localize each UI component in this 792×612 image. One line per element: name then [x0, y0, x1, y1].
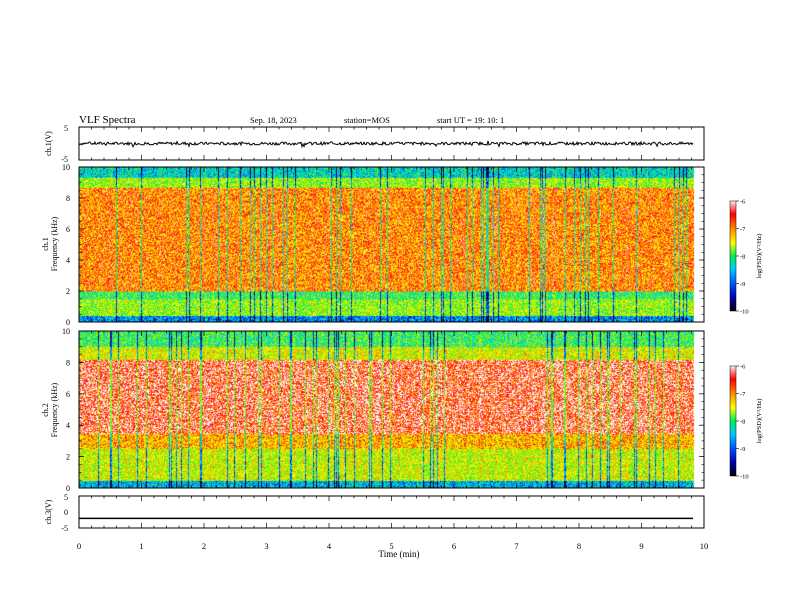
colorbar-tick-label: -8	[740, 254, 745, 261]
ch3-ytick-bottom: -5	[61, 524, 68, 533]
date-label: Sep. 18, 2023	[250, 115, 297, 125]
station-label: station=MOS	[344, 115, 390, 125]
x-tick-label: 4	[327, 541, 332, 551]
time-axis-ticks	[78, 127, 705, 528]
y-tick-label: 0	[66, 484, 70, 493]
x-tick-label: 10	[700, 541, 709, 551]
y-tick-label: 4	[66, 256, 70, 265]
ch1-ytick-bottom: -5	[61, 155, 68, 164]
ch3-ytick-top: 5	[64, 493, 68, 502]
y-tick-label: 6	[66, 390, 70, 399]
y-tick-label: 4	[66, 421, 70, 430]
ch1-colorbar-label: log(PSD)(V²/Hz)	[756, 234, 763, 279]
time-axis-label: Time (min)	[379, 549, 420, 559]
colorbar-tick-label: -6	[740, 199, 746, 206]
ch1-spectrogram-yticks: 0 2 4 6 8 10	[62, 163, 704, 327]
colorbar-tick-label: -7	[740, 391, 746, 398]
ch1-waveform-line	[78, 140, 694, 149]
colorbar-tick-label: -10	[740, 309, 749, 316]
ch2-spectrogram-yticks: 0 2 4 6 8 10	[62, 327, 704, 493]
x-tick-label: 5	[389, 541, 393, 551]
ch2-spectrogram-panel: 0 2 4 6 8 10 ch.2 Frequency (kHz)	[41, 327, 705, 493]
x-tick-label: 7	[514, 541, 518, 551]
ch3-waveform-ylabel: ch.3(V)	[44, 499, 53, 524]
figure-title: VLF Spectra	[79, 114, 136, 126]
y-tick-label: 6	[66, 225, 70, 234]
ch2-spectrogram-image	[79, 331, 704, 488]
x-tick-label: 0	[77, 541, 81, 551]
x-tick-label: 8	[577, 541, 581, 551]
colorbar-tick-label: -9	[740, 446, 745, 453]
ch1-spectrogram-ylabel-frequency: Frequency (kHz)	[50, 216, 59, 271]
ch1-spectrogram-panel: 0 2 4 6 8 10 ch.1 Frequency (kHz)	[41, 163, 705, 327]
y-tick-label: 10	[62, 327, 70, 336]
ch1-ytick-top: 5	[64, 124, 68, 133]
x-tick-label: 2	[202, 541, 206, 551]
y-tick-label: 8	[66, 358, 70, 367]
time-axis-tick-labels: 0 1 2 3 4 5 6 7 8 9 10	[77, 541, 708, 551]
y-tick-label: 8	[66, 194, 70, 203]
ch2-colorbar-label: log(PSD)(V²/Hz)	[756, 399, 763, 444]
x-tick-label: 3	[264, 541, 268, 551]
ch2-colorbar-bar	[729, 365, 737, 477]
ch1-colorbar-ticks: -6 -7 -8 -9 -10	[736, 199, 749, 316]
ch1-waveform-panel: 5 -5 ch.1(V)	[44, 124, 705, 164]
colorbar-tick-label: -10	[740, 474, 749, 481]
ch1-spectrogram-ylabel-channel: ch.1	[41, 237, 50, 251]
colorbar-tick-label: -7	[740, 226, 746, 233]
colorbar-tick-label: -6	[740, 364, 746, 371]
ch2-spectrogram-ylabel-frequency: Frequency (kHz)	[50, 382, 59, 437]
ch3-waveform-panel: 5 0 -5 ch.3(V)	[44, 493, 705, 533]
y-tick-label: 2	[66, 453, 70, 462]
colorbar-tick-label: -9	[740, 281, 745, 288]
ch1-colorbar-bar	[729, 200, 737, 312]
x-tick-label: 1	[139, 541, 143, 551]
y-tick-label: 10	[62, 163, 70, 172]
x-tick-label: 9	[639, 541, 643, 551]
y-tick-label: 0	[66, 318, 70, 327]
ch3-ytick-middle: 0	[64, 508, 68, 517]
start-time-label: start UT = 19: 10: 1	[437, 115, 504, 125]
ch1-colorbar: -6 -7 -8 -9 -10 log(PSD)(V²/Hz)	[729, 199, 763, 316]
ch2-spectrogram-ylabel-channel: ch.2	[41, 403, 50, 417]
y-tick-label: 2	[66, 287, 70, 296]
x-tick-label: 6	[452, 541, 456, 551]
colorbar-tick-label: -8	[740, 419, 745, 426]
ch2-colorbar-ticks: -6 -7 -8 -9 -10	[736, 364, 749, 481]
ch1-spectrogram-image	[79, 167, 704, 322]
ch2-colorbar: -6 -7 -8 -9 -10 log(PSD)(V²/Hz)	[729, 364, 763, 481]
ch1-waveform-ylabel: ch.1(V)	[44, 131, 53, 156]
